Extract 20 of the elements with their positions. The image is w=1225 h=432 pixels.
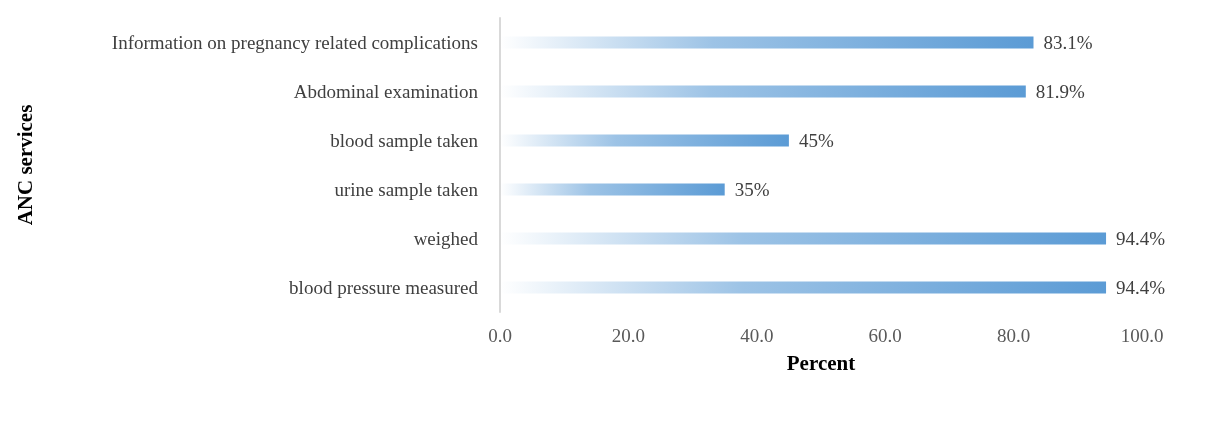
data-label: 94.4% (1116, 228, 1166, 249)
x-tick-label: 80.0 (996, 325, 1031, 346)
x-tick-label: 40.0 (740, 325, 774, 346)
y-tick-label: blood pressure measured (289, 277, 479, 298)
x-tick-label: 60.0 (868, 325, 902, 346)
data-label: 81.9% (1035, 81, 1086, 102)
x-tick-label: 0.0 (488, 325, 512, 346)
y-axis-title: ANC services (12, 104, 37, 226)
x-tick-label: 20.0 (611, 325, 646, 346)
y-tick-label: Abdominal examination (293, 81, 479, 102)
data-label: 94.4% (1116, 277, 1166, 298)
y-tick-label: urine sample taken (334, 179, 479, 200)
data-label: 83.1% (1043, 32, 1093, 53)
y-tick-label: blood sample taken (330, 130, 479, 151)
x-axis-title: Percent (786, 350, 856, 375)
data-label: 45% (798, 130, 834, 151)
y-tick-label: weighed (413, 228, 479, 249)
data-label: 35% (734, 179, 770, 200)
y-tick-label: Information on pregnancy related complications (111, 32, 478, 53)
x-tick-label: 100.0 (1120, 325, 1164, 346)
